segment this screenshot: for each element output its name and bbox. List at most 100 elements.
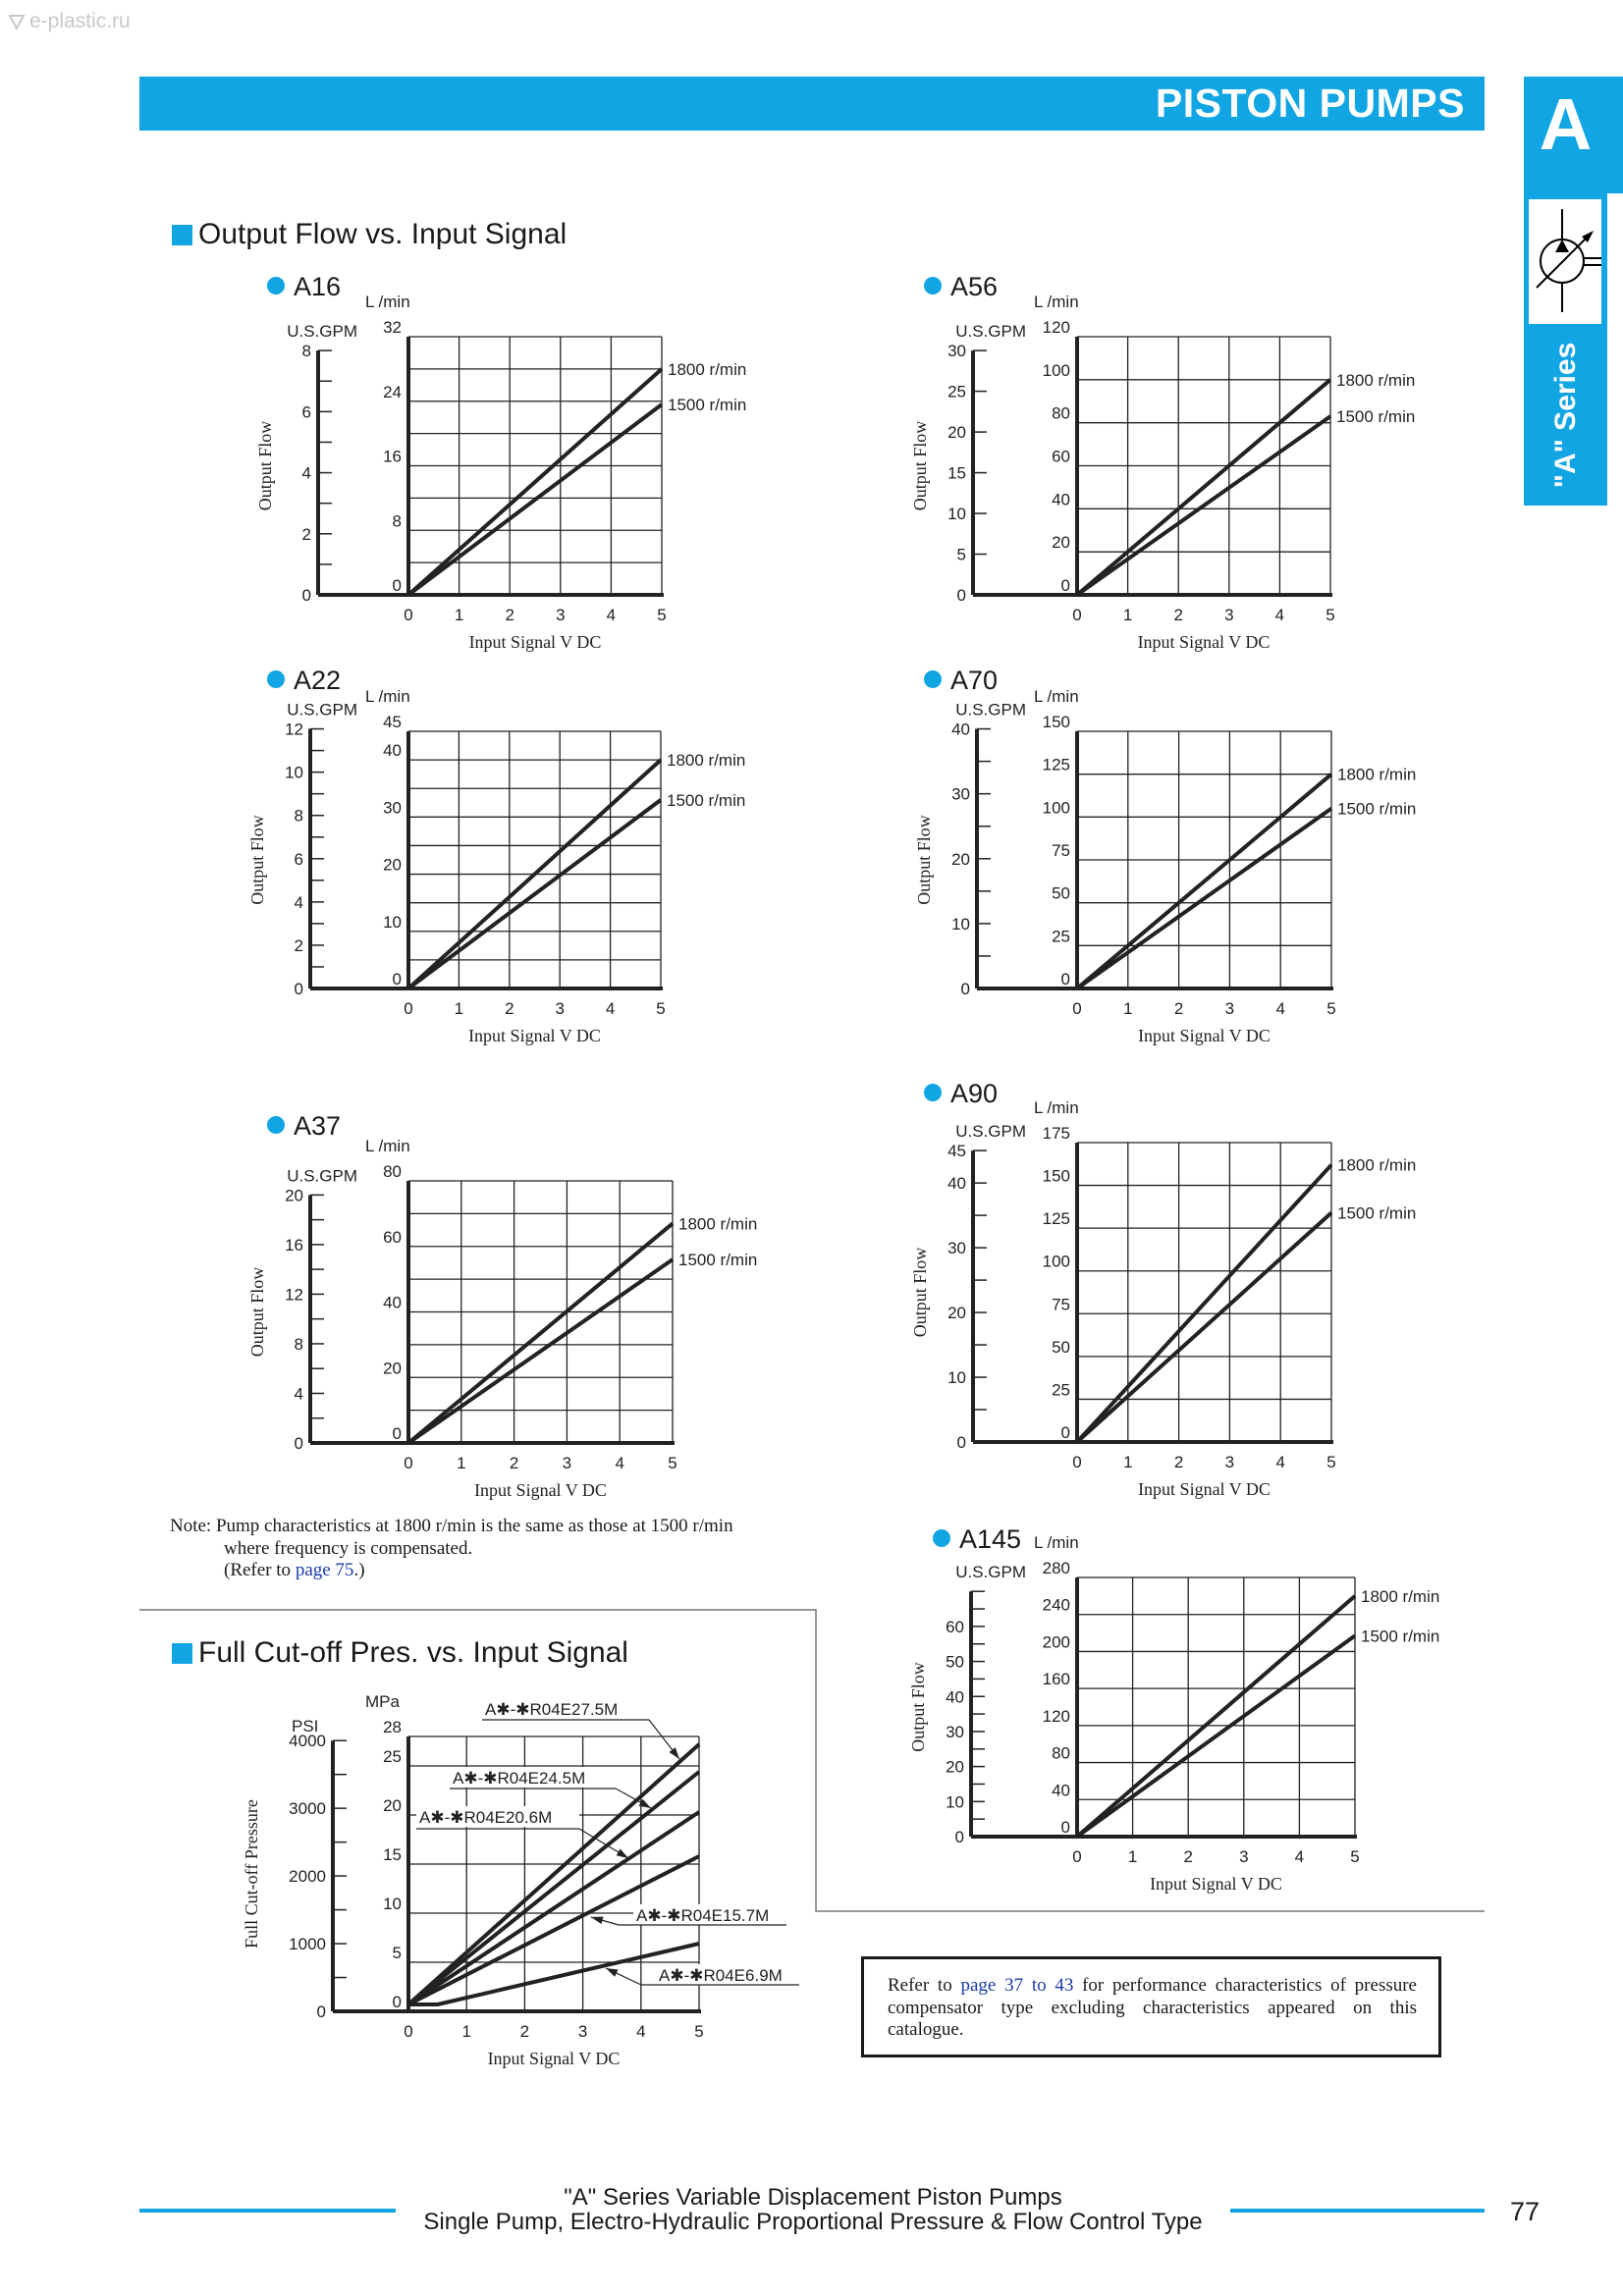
series-line — [407, 1854, 700, 2006]
x-tick-label: 2 — [505, 999, 514, 1018]
x-tick-label: 4 — [1275, 606, 1284, 624]
y-tick-label: 25 — [1052, 1380, 1070, 1399]
series-line — [406, 758, 663, 990]
y-unit-label: L /min — [1034, 1098, 1079, 1117]
arrowhead-icon — [591, 1916, 604, 1925]
y-axis-label: Output Flow — [255, 421, 275, 511]
y2-tick-label: 5 — [957, 546, 966, 564]
y-tick-label: 20 — [383, 1359, 402, 1377]
header-bar: PISTON PUMPS — [139, 77, 1485, 131]
x-tick-label: 3 — [1225, 999, 1234, 1018]
y2-tick-label: 0 — [961, 980, 970, 998]
y2-tick-label: 1000 — [289, 1935, 326, 1953]
series-label: 1800 r/min — [667, 751, 745, 770]
arrowhead-icon — [606, 1968, 619, 1977]
x-tick-label: 4 — [607, 606, 616, 624]
x-tick-label: 1 — [1128, 1847, 1137, 1866]
y-tick-label: 20 — [1052, 533, 1070, 552]
x-tick-label: 2 — [1173, 606, 1182, 624]
series-line — [1075, 1594, 1357, 1839]
x-tick-label: 1 — [461, 2022, 470, 2041]
footer-rule-left — [139, 2209, 396, 2213]
series-line — [406, 1742, 701, 2006]
series-label: 1800 r/min — [1361, 1587, 1439, 1606]
x-tick-label: 3 — [556, 606, 565, 624]
page-37-link[interactable]: page 37 — [960, 1975, 1024, 1996]
y2-tick-label: 3000 — [289, 1799, 326, 1818]
footer-text: "A" Series Variable Displacement Piston … — [396, 2185, 1230, 2234]
refer-text-part: for performance characteristics of press… — [888, 1975, 1417, 2040]
square-bullet-icon — [172, 224, 192, 245]
y2-tick-label: 30 — [951, 785, 970, 804]
y2-tick-label: 4 — [295, 893, 303, 912]
watermark-text: e-plastic.ru — [29, 10, 131, 32]
y-unit-label: L /min — [365, 293, 410, 311]
y-unit-label: L /min — [365, 687, 410, 706]
x-tick-label: 5 — [1325, 606, 1334, 624]
y-tick-label: 16 — [383, 448, 402, 466]
y2-unit-label: PSI — [292, 1717, 318, 1735]
chart-title-bullet-icon — [933, 1529, 950, 1547]
page-title: PISTON PUMPS — [1155, 80, 1465, 126]
series-label: A✱-✱R04E6.9M — [659, 1966, 783, 1985]
chart-title-bullet-icon — [267, 670, 285, 688]
y-tick-label: 150 — [1043, 1167, 1070, 1186]
x-tick-label: 3 — [563, 1454, 571, 1472]
y2-tick-label: 15 — [947, 464, 966, 483]
y2-tick-label: 40 — [951, 721, 970, 739]
page-43-link[interactable]: 43 — [1055, 1975, 1074, 1996]
section-title-output-flow: Output Flow vs. Input Signal — [172, 218, 567, 251]
y-tick-label: 28 — [383, 1718, 402, 1736]
footer-line-2: Single Pump, Electro-Hydraulic Proportio… — [423, 2209, 1203, 2235]
x-tick-label: 0 — [404, 2022, 412, 2041]
footer-line-1: "A" Series Variable Displacement Piston … — [564, 2184, 1062, 2211]
y2-unit-label: U.S.GPM — [287, 322, 357, 341]
y-tick-label: 0 — [393, 576, 402, 595]
y2-tick-label: 20 — [946, 1758, 964, 1777]
y2-tick-label: 4 — [295, 1384, 303, 1403]
x-tick-label: 2 — [520, 2022, 529, 2041]
y-tick-label: 100 — [1043, 1253, 1070, 1271]
arrowhead-icon — [638, 1798, 651, 1808]
y-unit-label: L /min — [365, 1137, 410, 1155]
section-title-text: Full Cut-off Pres. vs. Input Signal — [198, 1636, 628, 1669]
y-tick-label: 40 — [1052, 490, 1070, 508]
y2-tick-label: 60 — [946, 1618, 964, 1636]
y-tick-label: 0 — [393, 1424, 402, 1443]
y-unit-label: L /min — [1034, 293, 1079, 311]
series-label: 1500 r/min — [1336, 407, 1415, 426]
page-75-link[interactable]: page 75 — [295, 1560, 354, 1580]
series-line — [1075, 414, 1332, 597]
chart-title: A37 — [294, 1111, 341, 1141]
x-tick-label: 0 — [1072, 999, 1081, 1018]
y-tick-label: 60 — [1052, 448, 1070, 466]
y2-tick-label: 30 — [946, 1723, 964, 1741]
y-tick-label: 125 — [1043, 1209, 1070, 1228]
y-tick-label: 0 — [1061, 1423, 1070, 1442]
note-line: (Refer to page 75.) — [170, 1560, 733, 1582]
series-label: A✱-✱R04E27.5M — [485, 1700, 618, 1719]
y2-unit-label: U.S.GPM — [287, 1166, 357, 1185]
y2-tick-label: 10 — [285, 764, 303, 782]
x-axis-label: Input Signal V DC — [1138, 1026, 1271, 1045]
series-line — [406, 1810, 701, 2006]
y2-tick-label: 50 — [946, 1653, 964, 1672]
y-tick-label: 40 — [1052, 1781, 1070, 1799]
x-tick-label: 2 — [1174, 1453, 1183, 1471]
x-axis-label: Input Signal V DC — [1138, 1479, 1271, 1499]
y-unit-label: L /min — [1034, 687, 1079, 706]
y-tick-label: 25 — [383, 1747, 402, 1766]
side-tab-letter: A — [1539, 83, 1593, 165]
chart-title: A90 — [950, 1079, 998, 1108]
x-axis-label: Input Signal V DC — [1150, 1874, 1282, 1894]
y2-tick-label: 0 — [955, 1828, 964, 1846]
series-line — [406, 402, 664, 597]
y-tick-label: 20 — [383, 1796, 402, 1815]
y2-tick-label: 0 — [295, 1434, 303, 1453]
y-tick-label: 25 — [1052, 927, 1070, 945]
y-tick-label: 32 — [383, 318, 402, 337]
y2-tick-label: 0 — [295, 980, 303, 998]
y2-tick-label: 20 — [947, 1304, 966, 1322]
y-tick-label: 200 — [1043, 1632, 1070, 1651]
x-tick-label: 2 — [505, 606, 514, 624]
